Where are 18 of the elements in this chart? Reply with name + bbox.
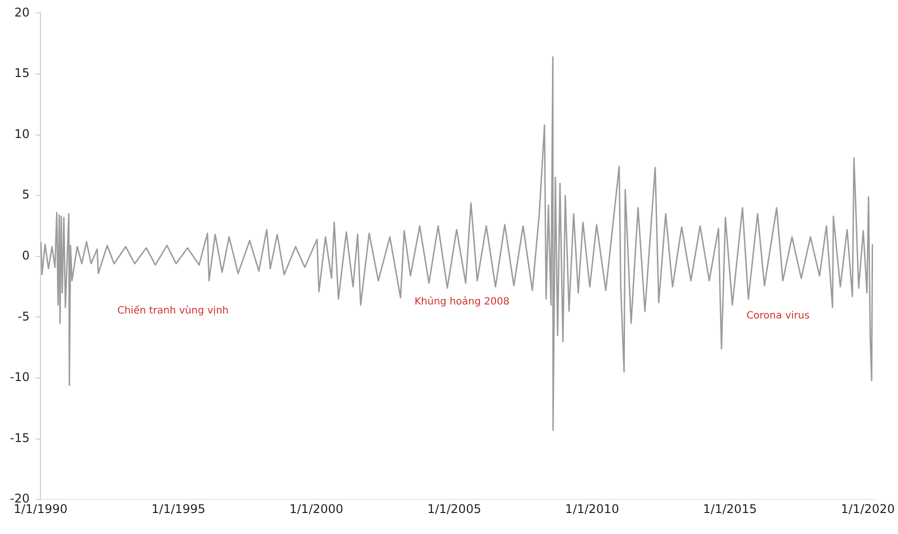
x-tick-label: 1/1/1995 — [152, 502, 206, 516]
x-tick-label: 1/1/2005 — [427, 502, 482, 516]
y-tick-label: -15 — [10, 430, 30, 445]
annotation: Khủng hoảng 2008 — [414, 296, 510, 308]
x-tick-label: 1/1/2015 — [703, 502, 757, 516]
y-tick-label: -10 — [10, 370, 30, 384]
annotation: Corona virus — [746, 310, 810, 322]
y-tick-label: 5 — [22, 188, 30, 202]
x-tick-label: 1/1/2010 — [565, 502, 620, 516]
annotation: Chiến tranh vùng vịnh — [117, 304, 229, 317]
x-tick-label: 1/1/1990 — [14, 502, 68, 516]
y-tick-label: 10 — [14, 126, 30, 141]
x-tick-label: 1/1/2020 — [840, 502, 895, 516]
y-tick-label: 20 — [14, 5, 30, 20]
y-tick-label: 15 — [14, 66, 30, 80]
x-tick-label: 1/1/2000 — [289, 502, 344, 516]
y-tick-label: 0 — [22, 248, 30, 263]
y-tick-label: -5 — [18, 309, 30, 324]
